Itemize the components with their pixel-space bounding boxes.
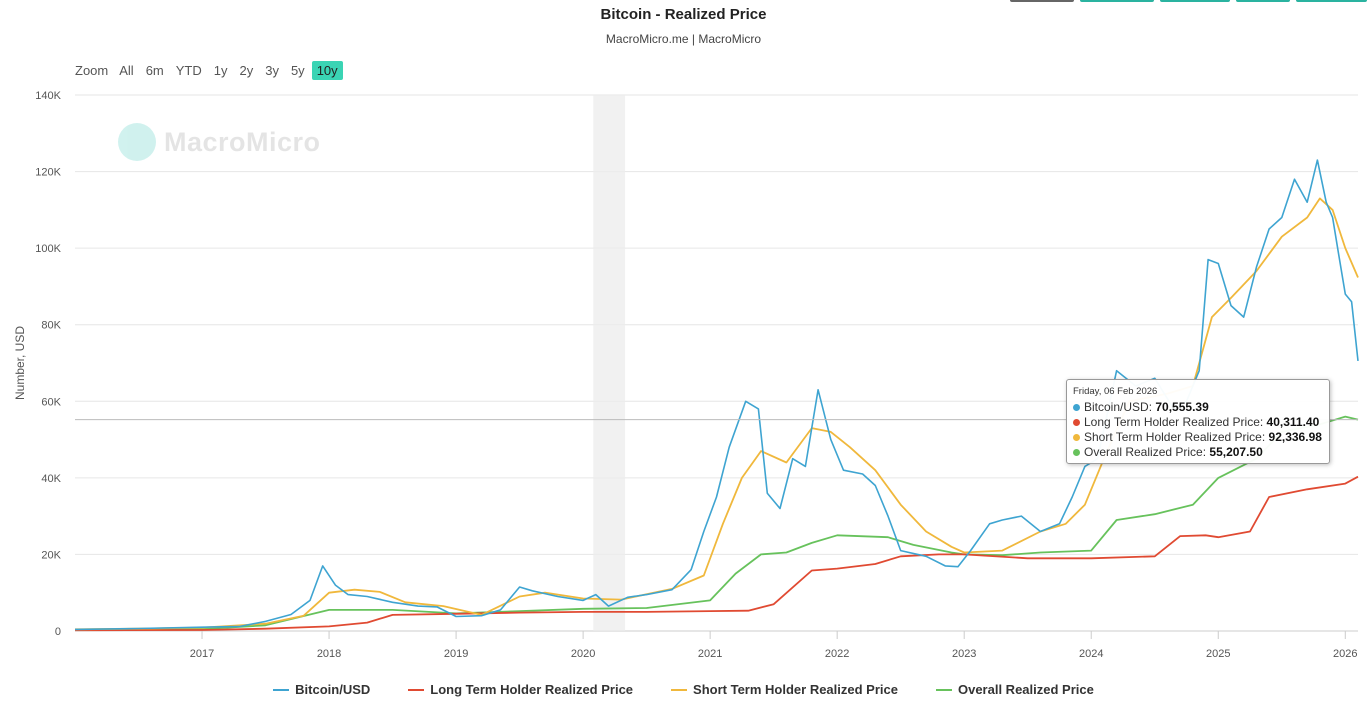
y-tick-label: 0 [55, 626, 61, 638]
chart-subtitle: MacroMicro.me | MacroMicro [605, 32, 762, 46]
toolbar-button-3[interactable] [1160, 0, 1230, 2]
range-selector: Zoom All 6m YTD 1y 2y 3y 5y 10y [75, 61, 345, 80]
zoom-label: Zoom [75, 63, 109, 78]
y-tick-label: 20K [41, 549, 61, 561]
y-axis-ticks: 0 20K 40K 60K 80K 100K 120K 140K [35, 90, 61, 638]
x-tick-label: 2026 [1333, 648, 1357, 660]
tooltip-label: Bitcoin/USD: [1084, 400, 1153, 414]
tooltip-row-lth: Long Term Holder Realized Price: 40,311.… [1073, 415, 1323, 430]
zoom-all-button[interactable]: All [119, 63, 134, 78]
x-tick-label: 2017 [190, 648, 214, 660]
legend-label: Long Term Holder Realized Price [430, 682, 634, 697]
tooltip-value: 40,311.40 [1266, 415, 1320, 429]
tooltip-row-bitcoin: Bitcoin/USD: 70,555.39 [1073, 400, 1323, 415]
x-tick-label: 2018 [317, 648, 341, 660]
y-tick-label: 40K [41, 473, 61, 485]
zoom-1y-button[interactable]: 1y [213, 63, 228, 78]
macromicro-logo-icon [118, 123, 156, 161]
x-tick-label: 2025 [1206, 648, 1230, 660]
series-line-long-term-holder-realized-price[interactable] [74, 475, 1359, 632]
zoom-5y-button[interactable]: 5y [290, 63, 305, 78]
chart-legend: Bitcoin/USD Long Term Holder Realized Pr… [0, 682, 1367, 697]
zoom-6m-button[interactable]: 6m [145, 63, 164, 78]
grid-lines [75, 94, 1358, 632]
toolbar-button-4[interactable] [1236, 0, 1290, 2]
tooltip-row-sth: Short Term Holder Realized Price: 92,336… [1073, 430, 1323, 445]
legend-label: Bitcoin/USD [295, 682, 371, 697]
lth-dot-icon [1073, 419, 1080, 426]
y-tick-label: 140K [35, 90, 61, 102]
x-axis-ticks: 2017 2018 2019 2020 2021 2022 2023 2024 2025 2026 [190, 631, 1358, 660]
bitcoin-dot-icon [1073, 404, 1080, 411]
legend-item-lth[interactable]: Long Term Holder Realized Price [408, 682, 633, 697]
x-tick-label: 2024 [1079, 648, 1103, 660]
legend-line-icon [273, 688, 290, 691]
tooltip-value: 70,555.39 [1155, 400, 1209, 414]
tooltip-label: Overall Realized Price: [1084, 445, 1207, 459]
series-line-bitcoin-usd[interactable] [74, 159, 1359, 631]
y-tick-label: 100K [35, 243, 61, 255]
legend-label: Short Term Holder Realized Price [693, 682, 898, 697]
tooltip-label: Long Term Holder Realized Price: [1084, 415, 1264, 429]
tooltip-value: 55,207.50 [1209, 445, 1263, 459]
hover-tooltip: Friday, 06 Feb 2026 Bitcoin/USD: 70,555.… [1066, 379, 1330, 464]
watermark-logo: MacroMicro [118, 123, 321, 161]
legend-line-icon [671, 688, 688, 691]
y-axis-label: Number, USD [13, 326, 27, 400]
legend-line-icon [408, 688, 425, 691]
toolbar-button-2[interactable] [1080, 0, 1154, 2]
y-tick-label: 80K [41, 320, 61, 332]
toolbar-button-5[interactable] [1296, 0, 1367, 2]
tooltip-label: Short Term Holder Realized Price: [1084, 430, 1266, 444]
legend-item-overall[interactable]: Overall Realized Price [935, 682, 1094, 697]
y-tick-label: 120K [35, 167, 61, 179]
x-tick-label: 2023 [952, 648, 976, 660]
tooltip-value: 92,336.98 [1268, 430, 1322, 444]
tooltip-date: Friday, 06 Feb 2026 [1073, 386, 1158, 397]
zoom-ytd-button[interactable]: YTD [175, 63, 202, 78]
chart-title: Bitcoin - Realized Price [600, 6, 767, 23]
x-tick-label: 2019 [444, 648, 468, 660]
legend-item-bitcoin[interactable]: Bitcoin/USD [273, 682, 370, 697]
legend-item-sth[interactable]: Short Term Holder Realized Price [671, 682, 898, 697]
series-line-short-term-holder-realized-price[interactable] [74, 197, 1359, 631]
toolbar-button-1[interactable] [1010, 0, 1074, 2]
y-tick-label: 60K [41, 396, 61, 408]
watermark-text: MacroMicro [164, 126, 321, 157]
x-tick-label: 2021 [698, 648, 722, 660]
legend-line-icon [935, 688, 952, 691]
legend-label: Overall Realized Price [957, 682, 1094, 697]
overall-dot-icon [1073, 449, 1080, 456]
x-tick-label: 2022 [825, 648, 849, 660]
zoom-10y-button[interactable]: 10y [311, 61, 343, 80]
sth-dot-icon [1073, 434, 1080, 441]
recession-band [593, 95, 626, 631]
zoom-2y-button[interactable]: 2y [239, 63, 254, 78]
recession-shade [593, 95, 626, 631]
tooltip-row-overall: Overall Realized Price: 55,207.50 [1073, 445, 1323, 460]
zoom-3y-button[interactable]: 3y [265, 63, 279, 78]
x-tick-label: 2020 [571, 648, 595, 660]
